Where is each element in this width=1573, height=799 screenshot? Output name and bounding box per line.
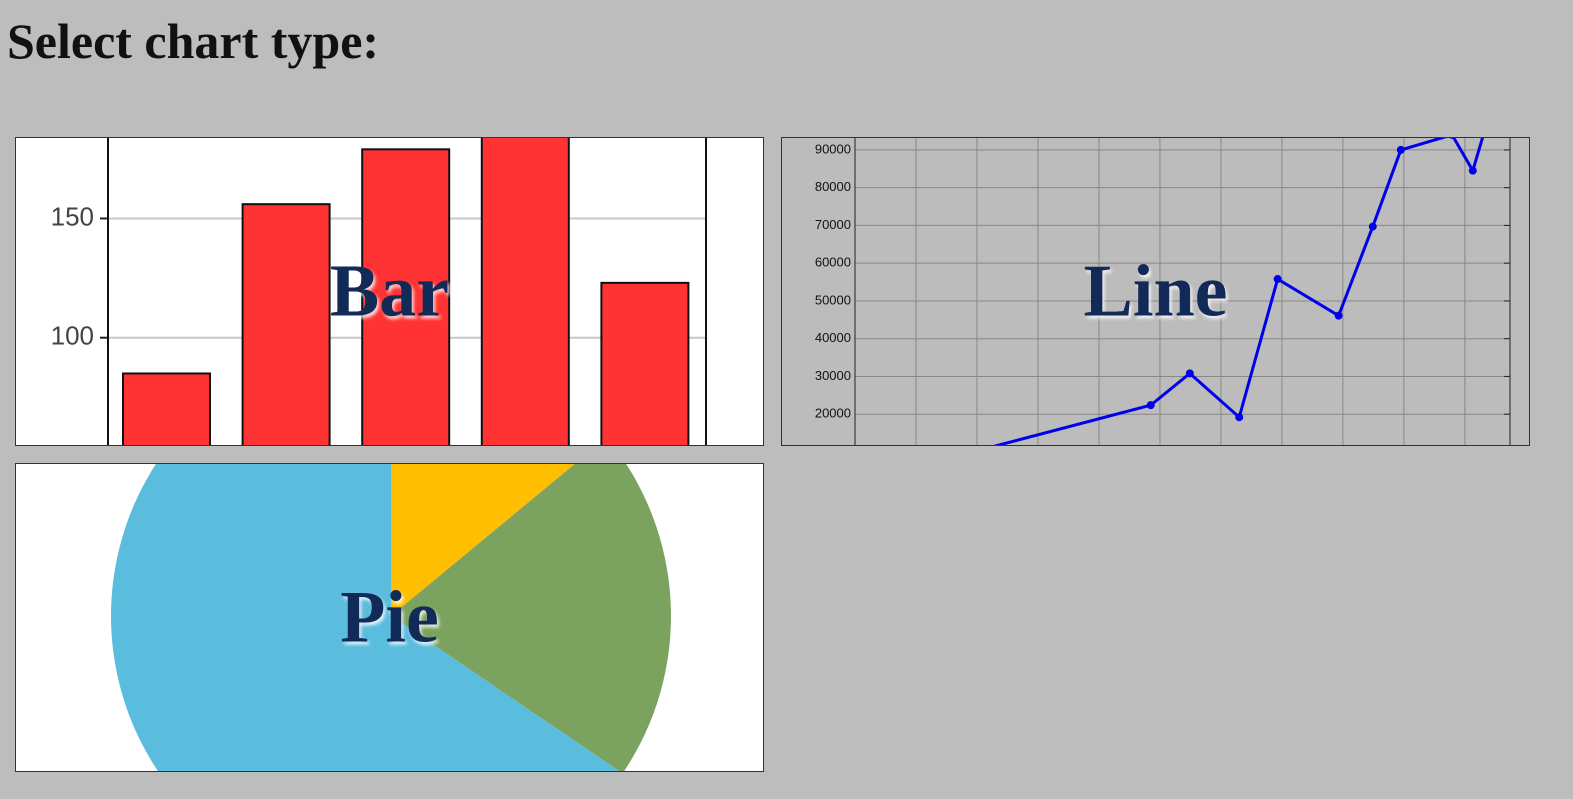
line-point <box>1368 222 1377 231</box>
pie-option[interactable]: Pie <box>15 463 764 772</box>
line-point <box>1449 138 1455 139</box>
line-option[interactable]: 20000 30000 40000 50000 60000 70000 80000 90000… <box>781 137 1530 446</box>
line-point <box>1468 166 1477 175</box>
page-title: Select chart type: <box>7 13 380 69</box>
pie-slice <box>111 464 620 771</box>
line-thumbnail: 20000 30000 40000 50000 60000 70000 80000 90000 <box>815 138 1511 445</box>
y-tick-label: 50000 <box>815 292 851 307</box>
y-tick-label: 100 <box>51 321 94 351</box>
pie-slice <box>391 464 575 616</box>
line-point <box>1396 145 1405 154</box>
bar <box>122 372 211 445</box>
pie-slice <box>391 464 671 771</box>
y-tick-label: 70000 <box>815 217 851 232</box>
y-tick-label: 90000 <box>815 141 851 156</box>
bar-thumbnail: 100 150 <box>51 138 707 445</box>
bar <box>480 138 570 445</box>
y-tick-label: 40000 <box>815 330 851 345</box>
bar <box>241 203 331 445</box>
line-series <box>993 138 1485 445</box>
line-point <box>1185 369 1194 378</box>
y-tick-label: 60000 <box>815 255 851 270</box>
y-tick-label: 80000 <box>815 179 851 194</box>
line-point <box>1146 401 1155 410</box>
bar-option[interactable]: 100 150 Bar <box>15 137 764 446</box>
y-tick-label: 30000 <box>815 368 851 383</box>
y-tick-label: 20000 <box>815 406 851 421</box>
line-point <box>1334 311 1343 320</box>
line-point <box>1235 413 1244 422</box>
bar <box>600 281 690 445</box>
y-tick-label: 150 <box>51 201 94 231</box>
pie-thumbnail <box>111 464 671 771</box>
line-point <box>1273 275 1282 284</box>
bar <box>361 148 451 445</box>
